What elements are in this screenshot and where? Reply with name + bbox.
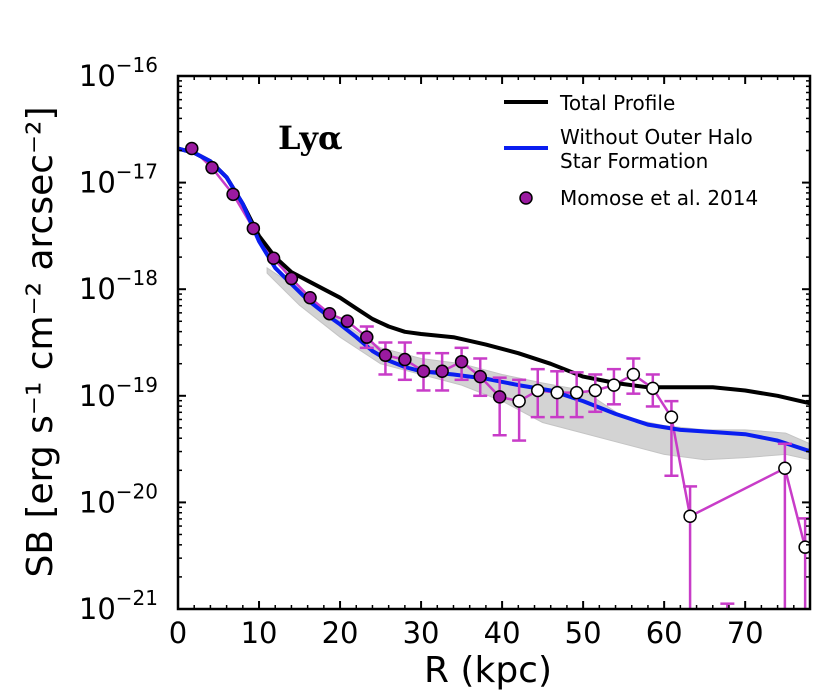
observation-point-filled	[435, 364, 449, 379]
legend-label-momose: Momose et al. 2014	[560, 186, 758, 210]
y-tick-base: 10	[79, 59, 116, 93]
y-tick-label: 10−16	[79, 53, 158, 93]
observation-point-open	[588, 383, 603, 398]
observation-point-open	[778, 461, 792, 476]
observation-point-filled	[246, 221, 261, 236]
x-tick-label: 70	[727, 616, 764, 650]
observation-point-open	[512, 394, 526, 408]
x-tick-label: 60	[646, 616, 683, 650]
observation-point-filled	[284, 271, 299, 286]
observation-point-filled	[416, 364, 431, 379]
observation-point-open	[550, 385, 564, 400]
y-tick-label: 10−20	[79, 479, 158, 519]
observation-point-filled	[185, 141, 199, 156]
observation-point-filled	[226, 187, 240, 202]
x-tick-label: 10	[241, 616, 278, 650]
observation-point-open	[607, 378, 621, 392]
y-tick-label: 10−17	[79, 160, 158, 200]
y-tick-label: 10−21	[79, 586, 158, 626]
observation-point-filled	[473, 369, 487, 384]
y-tick-exponent: −17	[116, 160, 158, 184]
y-tick-label: 10−19	[79, 373, 158, 413]
y-tick-base: 10	[79, 379, 116, 413]
plot-frame	[176, 74, 812, 611]
observation-point-filled	[266, 251, 281, 266]
legend-label-total-profile: Total Profile	[559, 91, 675, 115]
x-tick-label: 30	[403, 616, 440, 650]
x-tick-label: 20	[322, 616, 359, 650]
y-tick-base: 10	[79, 272, 116, 306]
observation-point-filled	[398, 352, 412, 367]
observation-point-open	[646, 381, 660, 396]
lya-annotation: Lyα	[278, 119, 343, 157]
observation-point-open	[664, 410, 679, 424]
observation-point-filled	[340, 314, 355, 328]
observation-point-open	[626, 367, 641, 382]
observation-point-filled	[360, 330, 374, 344]
observation-point-filled	[303, 290, 317, 305]
x-tick-label: 50	[565, 616, 602, 650]
y-tick-base: 10	[79, 485, 116, 519]
observation-point-filled	[454, 354, 469, 369]
legend-label-without-outer-halo: Without Outer Halo	[560, 125, 753, 149]
observation-point-filled	[378, 348, 393, 363]
plot-area	[178, 76, 810, 609]
legend-marker-momose	[519, 191, 533, 205]
x-tick-label: 40	[484, 616, 521, 650]
y-tick-exponent: −16	[116, 53, 158, 77]
observation-point-filled	[492, 390, 507, 404]
y-tick-exponent: −19	[116, 373, 158, 397]
observation-point-open	[531, 383, 545, 398]
observation-point-filled	[205, 160, 219, 175]
x-axis-title: R (kpc)	[424, 650, 552, 691]
y-axis-title: SB [erg s⁻¹ cm⁻² arcsec⁻²]	[20, 106, 61, 577]
y-tick-base: 10	[79, 592, 116, 626]
legend-label-star-formation: Star Formation	[560, 149, 708, 173]
y-tick-exponent: −18	[116, 266, 158, 290]
observation-point-open	[569, 385, 584, 400]
y-tick-base: 10	[79, 166, 116, 200]
y-tick-exponent: −20	[116, 479, 158, 503]
y-tick-exponent: −21	[116, 586, 158, 610]
x-tick-label: 0	[169, 616, 187, 650]
observation-point-filled	[322, 306, 337, 321]
observation-point-open	[683, 509, 697, 524]
y-tick-label: 10−18	[79, 266, 158, 306]
